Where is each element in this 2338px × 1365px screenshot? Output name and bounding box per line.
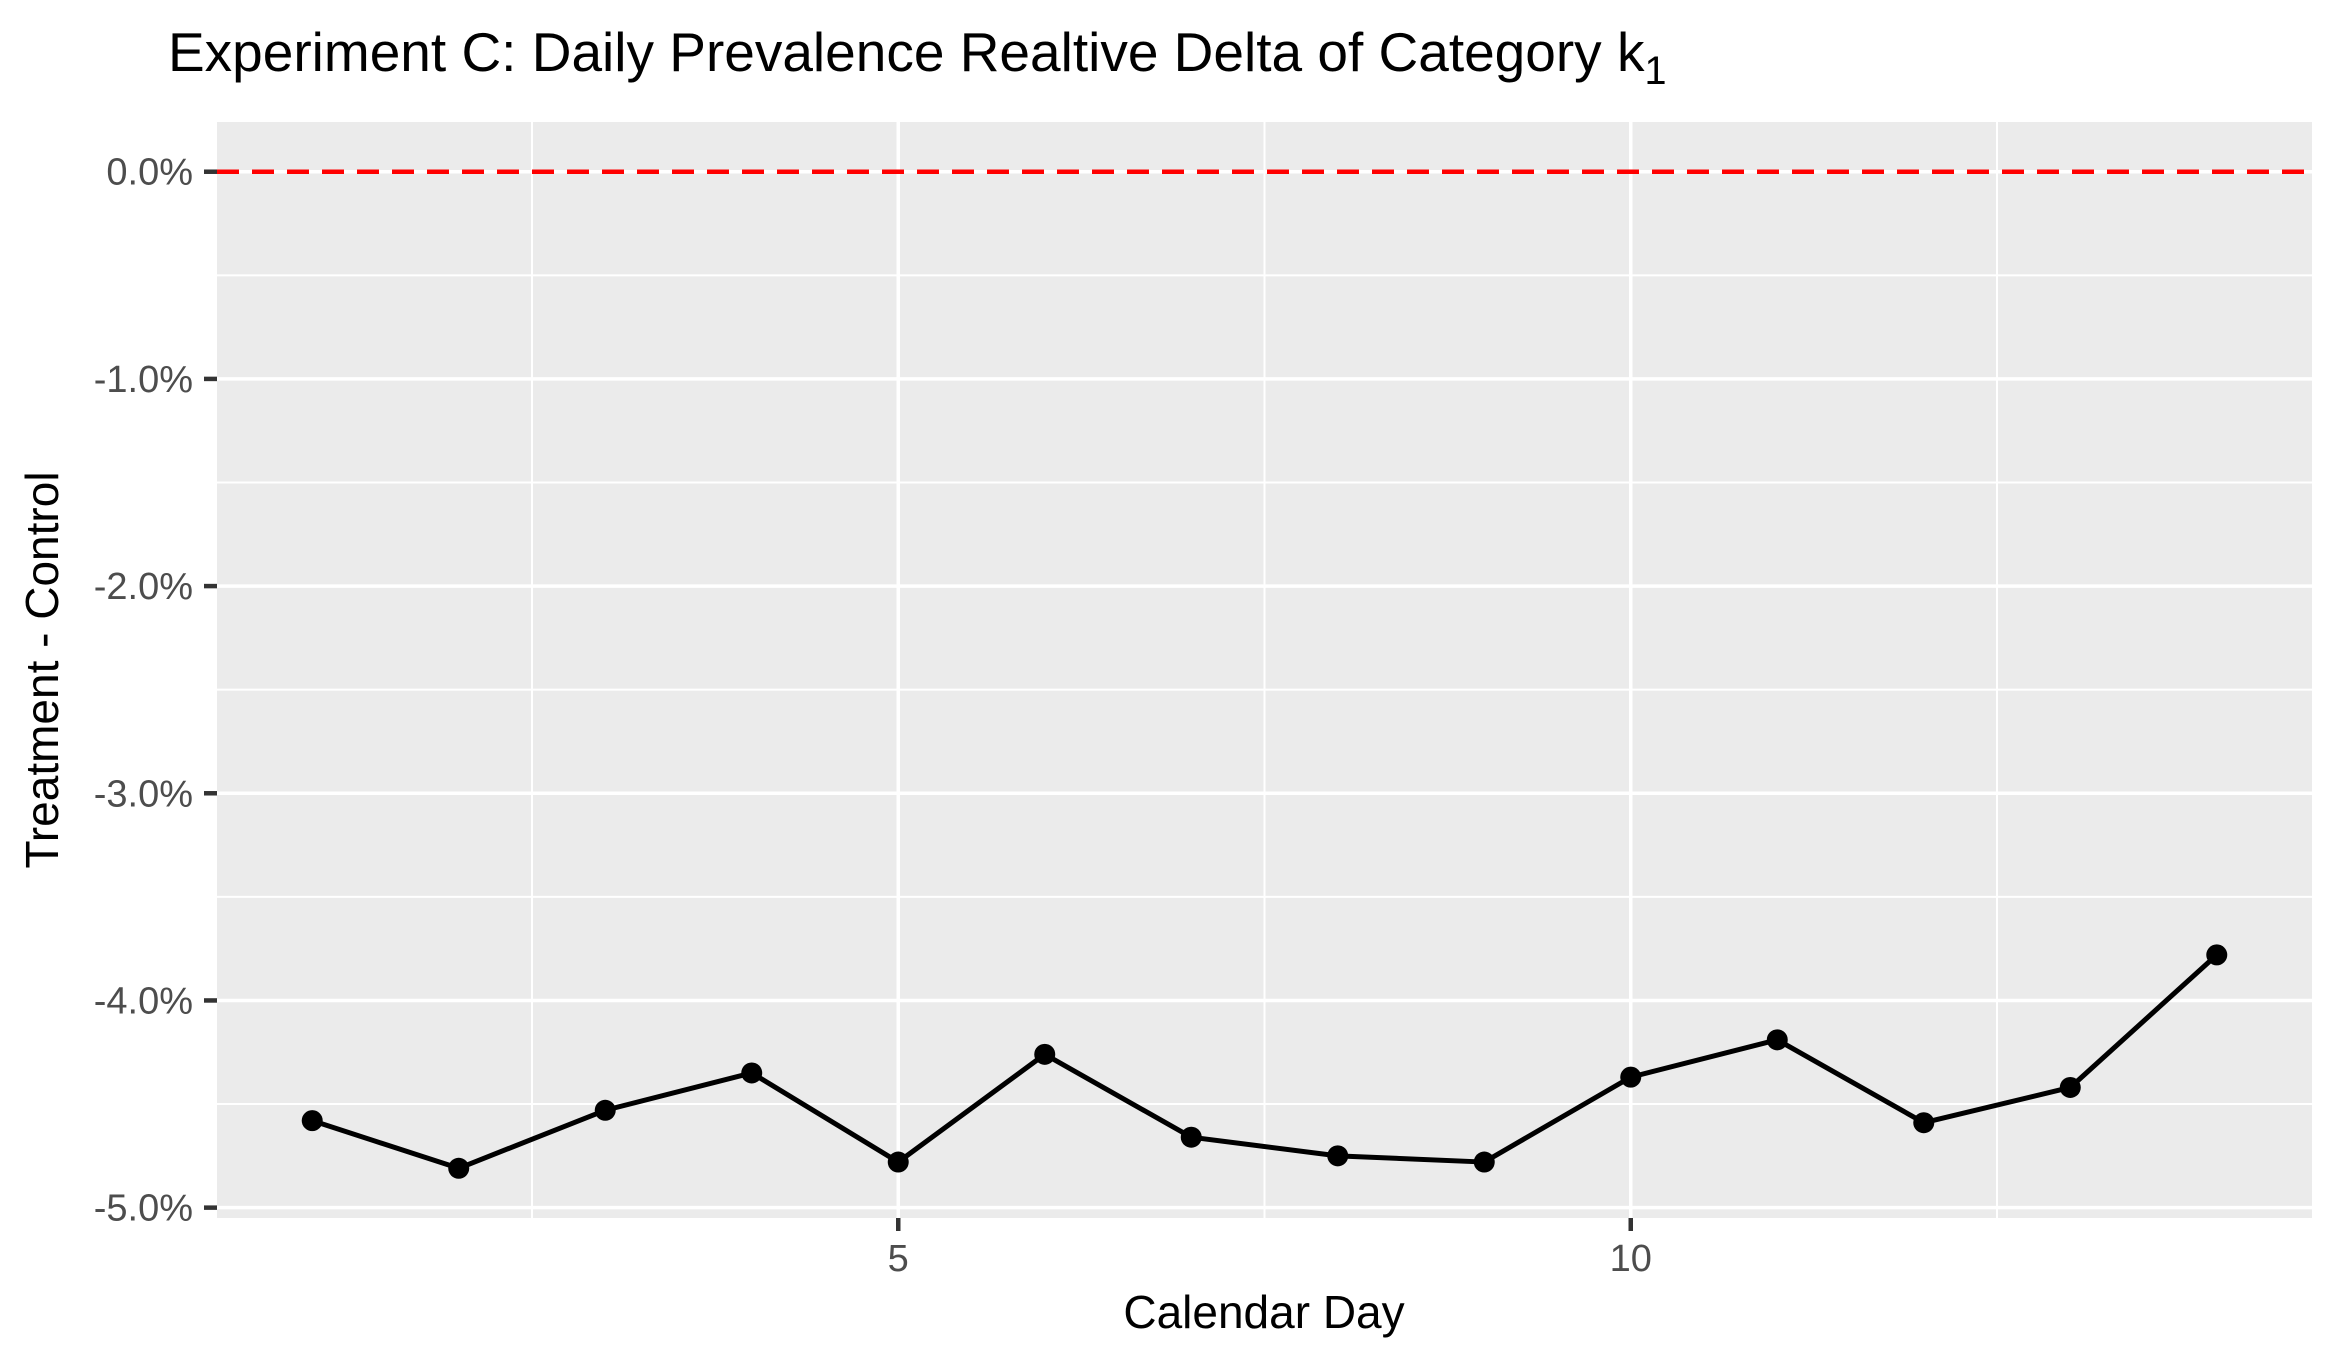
data-point bbox=[1913, 1112, 1935, 1134]
data-point bbox=[887, 1151, 909, 1173]
data-point bbox=[2059, 1076, 2081, 1098]
y-tick-label: 0.0% bbox=[106, 152, 193, 194]
chart-title-text: Experiment C: Daily Prevalence Realtive … bbox=[168, 21, 1645, 83]
data-point bbox=[1327, 1145, 1349, 1167]
x-tick-label: 10 bbox=[1610, 1238, 1652, 1280]
y-axis-title: Treatment - Control bbox=[16, 471, 68, 869]
data-point bbox=[741, 1062, 763, 1084]
data-point bbox=[1180, 1126, 1202, 1148]
y-tick-label: -2.0% bbox=[94, 566, 193, 608]
data-point bbox=[594, 1099, 616, 1121]
x-axis-title: Calendar Day bbox=[1123, 1286, 1405, 1338]
y-tick-label: -3.0% bbox=[94, 773, 193, 815]
y-tick-label: -1.0% bbox=[94, 359, 193, 401]
y-tick-label: -4.0% bbox=[94, 980, 193, 1022]
data-point bbox=[2206, 944, 2228, 966]
y-tick-label: -5.0% bbox=[94, 1188, 193, 1230]
x-tick-label: 5 bbox=[888, 1238, 909, 1280]
series-line bbox=[309, 952, 2220, 1171]
data-point bbox=[448, 1157, 470, 1179]
data-point bbox=[1034, 1043, 1056, 1065]
data-point bbox=[1620, 1066, 1642, 1088]
data-point bbox=[1766, 1029, 1788, 1051]
chart-title-subscript: 1 bbox=[1644, 48, 1667, 93]
chart-title: Experiment C: Daily Prevalence Realtive … bbox=[168, 20, 1666, 91]
data-point bbox=[301, 1110, 323, 1132]
data-point bbox=[1473, 1151, 1495, 1173]
